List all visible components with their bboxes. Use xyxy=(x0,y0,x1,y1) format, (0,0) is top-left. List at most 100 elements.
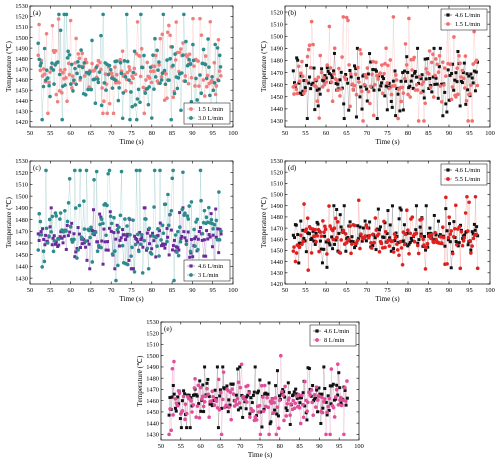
data-point xyxy=(89,225,93,230)
x-tick-label: 95 xyxy=(466,130,472,137)
data-point xyxy=(307,43,312,47)
data-point xyxy=(180,234,184,238)
data-point xyxy=(439,100,444,104)
data-point xyxy=(221,397,225,402)
x-tick-label: 55 xyxy=(47,287,53,294)
data-point xyxy=(41,84,46,89)
data-point xyxy=(241,394,246,399)
y-tick-label: 1470 xyxy=(270,225,283,232)
data-point xyxy=(330,76,334,80)
data-point xyxy=(83,57,88,62)
data-point xyxy=(374,60,378,65)
data-point xyxy=(202,254,206,258)
data-point xyxy=(413,69,417,73)
data-point xyxy=(96,80,101,85)
data-point xyxy=(312,393,317,397)
data-point xyxy=(423,101,427,106)
data-point xyxy=(302,79,306,83)
data-point xyxy=(317,249,321,254)
x-tick-label: 50 xyxy=(27,130,33,137)
data-point xyxy=(135,97,140,101)
data-point xyxy=(325,410,329,415)
data-point xyxy=(343,77,348,81)
data-point xyxy=(289,402,293,406)
data-point xyxy=(456,92,460,97)
x-tick-label: 85 xyxy=(296,443,302,450)
data-point xyxy=(436,219,440,223)
data-point xyxy=(295,91,300,96)
data-point xyxy=(90,229,94,233)
data-point xyxy=(421,89,425,93)
data-point xyxy=(308,65,313,70)
data-point xyxy=(415,75,419,79)
data-point xyxy=(86,239,90,243)
data-point xyxy=(314,231,318,235)
data-point xyxy=(98,222,102,227)
data-point xyxy=(198,385,203,390)
data-point xyxy=(339,87,343,91)
data-point xyxy=(395,248,400,252)
data-point xyxy=(296,58,300,62)
data-point xyxy=(149,116,154,120)
data-point xyxy=(299,71,303,75)
x-tick-label: 95 xyxy=(466,287,472,294)
data-point xyxy=(373,236,377,240)
data-point xyxy=(271,411,276,415)
data-point xyxy=(192,386,197,390)
data-point xyxy=(454,203,458,208)
data-point xyxy=(58,68,63,72)
data-point xyxy=(225,384,229,388)
data-point xyxy=(441,225,445,229)
data-point xyxy=(160,223,165,228)
x-tick-label: 75 xyxy=(384,130,390,137)
data-point xyxy=(202,238,206,242)
data-point xyxy=(328,66,333,70)
data-point xyxy=(320,67,324,71)
data-point xyxy=(409,236,413,240)
data-point xyxy=(105,111,110,116)
data-point xyxy=(80,51,85,56)
data-point xyxy=(243,400,247,404)
data-point xyxy=(147,226,152,231)
data-point xyxy=(266,405,270,410)
data-point xyxy=(67,72,72,77)
data-point xyxy=(96,77,100,81)
data-point xyxy=(76,52,81,56)
data-point xyxy=(447,215,452,219)
data-point xyxy=(325,413,329,417)
data-point xyxy=(338,213,342,217)
x-tick-label: 65 xyxy=(88,287,94,294)
data-point xyxy=(476,60,480,64)
data-point xyxy=(145,231,149,235)
data-point xyxy=(336,82,340,86)
data-point xyxy=(173,233,178,237)
y-axis-title: Temperature (℃) xyxy=(260,40,268,91)
data-point xyxy=(82,199,86,203)
data-point xyxy=(107,63,112,68)
data-point xyxy=(66,49,70,54)
data-point xyxy=(147,242,151,246)
data-point xyxy=(275,405,280,409)
data-point xyxy=(211,233,215,237)
data-point xyxy=(166,235,170,239)
y-tick-label: 1440 xyxy=(15,264,28,271)
data-point xyxy=(379,84,383,88)
data-point xyxy=(404,79,408,83)
data-point xyxy=(162,68,167,73)
data-point xyxy=(382,219,386,224)
data-point xyxy=(87,228,91,233)
data-point xyxy=(88,267,92,271)
x-tick-label: 75 xyxy=(257,443,263,450)
data-point xyxy=(144,217,148,221)
data-point xyxy=(469,248,473,252)
data-point xyxy=(334,238,338,242)
data-point xyxy=(400,85,405,90)
data-point xyxy=(221,370,226,374)
data-point xyxy=(50,61,54,65)
data-point xyxy=(74,82,79,87)
data-point xyxy=(336,403,341,407)
data-point xyxy=(307,367,311,371)
y-tick-label: 1520 xyxy=(15,170,28,177)
data-point xyxy=(153,53,158,58)
data-point xyxy=(162,243,166,247)
